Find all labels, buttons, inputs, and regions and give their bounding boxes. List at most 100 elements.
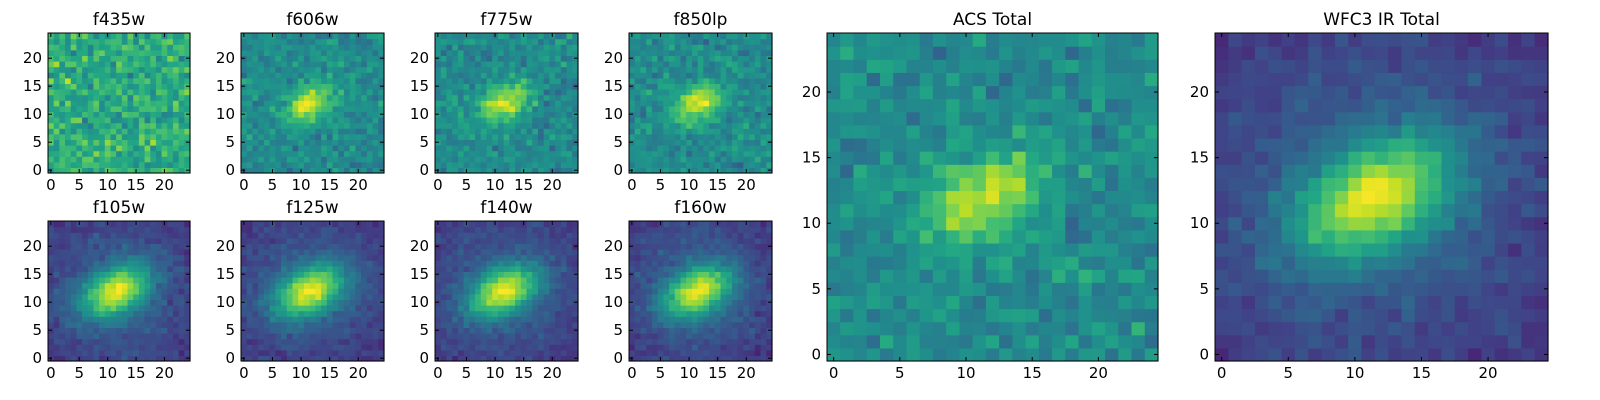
heatmap-cell <box>326 72 334 79</box>
y-tick-label: 15 <box>23 77 42 95</box>
heatmap-cell <box>480 66 488 73</box>
heatmap-cell <box>355 83 362 90</box>
heatmap-cell <box>258 338 265 345</box>
heatmap-cell <box>59 100 66 107</box>
heatmap-cell <box>76 72 83 79</box>
heatmap-cell <box>155 299 163 306</box>
heatmap-cell <box>532 232 539 239</box>
heatmap-cell <box>669 282 676 289</box>
heatmap-cell <box>258 327 265 334</box>
x-tick-label: 10 <box>98 364 117 382</box>
heatmap-cell <box>537 355 545 362</box>
heatmap-cell <box>70 94 77 101</box>
heatmap-cell <box>366 288 374 295</box>
heatmap-cell <box>155 156 163 163</box>
heatmap-cell <box>697 288 704 295</box>
heatmap-cell <box>629 100 636 107</box>
heatmap-cell <box>515 305 522 312</box>
heatmap-cell <box>298 254 305 261</box>
heatmap-cell <box>53 260 60 267</box>
heatmap-cell <box>372 293 379 300</box>
heatmap-cell <box>543 344 550 351</box>
heatmap-cell <box>714 89 722 96</box>
heatmap-cell <box>167 156 174 163</box>
heatmap-cell <box>361 260 368 267</box>
panel-title: f435w <box>93 10 145 30</box>
heatmap-cell <box>463 156 470 163</box>
heatmap-cell <box>349 333 356 340</box>
heatmap-cell <box>697 128 704 135</box>
heatmap-cell <box>93 111 100 118</box>
heatmap-cell <box>691 282 699 289</box>
heatmap-cell <box>127 139 134 146</box>
heatmap-cell <box>93 72 100 79</box>
heatmap-cell <box>104 61 112 68</box>
heatmap-cell <box>309 243 316 250</box>
heatmap-cell <box>492 344 499 351</box>
heatmap-cell <box>167 260 174 267</box>
heatmap-cell <box>691 293 699 300</box>
heatmap-cell <box>326 66 334 73</box>
heatmap-cell <box>116 344 123 351</box>
heatmap-cell <box>121 226 129 233</box>
heatmap-cell <box>116 260 123 267</box>
heatmap-cell <box>526 139 533 146</box>
heatmap-cell <box>749 133 756 140</box>
heatmap-cell <box>492 338 499 345</box>
heatmap-cell <box>731 156 739 163</box>
heatmap-cell <box>566 72 573 79</box>
heatmap-cell <box>150 128 157 135</box>
heatmap-cell <box>492 117 499 124</box>
heatmap-cell <box>691 105 699 112</box>
heatmap-cell <box>709 128 716 135</box>
heatmap-cell <box>731 89 739 96</box>
heatmap-cell <box>172 100 180 107</box>
heatmap-cell <box>480 249 488 256</box>
heatmap-cell <box>663 61 670 68</box>
heatmap-cell <box>691 338 699 345</box>
heatmap-cell <box>303 249 311 256</box>
heatmap-cell <box>178 288 185 295</box>
heatmap-cell <box>372 271 379 278</box>
heatmap-cell <box>99 61 106 68</box>
heatmap-cell <box>116 94 123 101</box>
heatmap-cell <box>560 237 568 244</box>
heatmap-cell <box>150 232 157 239</box>
heatmap-cell <box>178 44 185 51</box>
heatmap-cell <box>515 61 522 68</box>
heatmap-cell <box>686 310 693 317</box>
heatmap-cell <box>70 288 77 295</box>
heatmap-cell <box>372 145 379 152</box>
heatmap-cell <box>475 277 482 284</box>
heatmap-cell <box>663 299 670 306</box>
heatmap-cell <box>669 105 676 112</box>
heatmap-cell <box>87 338 95 345</box>
heatmap-cell <box>127 156 134 163</box>
heatmap-cell <box>292 33 299 40</box>
heatmap-cell <box>332 271 339 278</box>
heatmap-cell <box>515 111 522 118</box>
heatmap-cell <box>127 38 134 45</box>
heatmap-cell <box>378 338 385 345</box>
heatmap-cell <box>82 232 89 239</box>
heatmap-cell <box>150 327 157 334</box>
heatmap-cell <box>246 293 254 300</box>
heatmap-cell <box>355 150 362 157</box>
heatmap-cell <box>457 271 465 278</box>
heatmap-cell <box>760 150 767 157</box>
heatmap-cell <box>572 89 579 96</box>
heatmap-cell <box>87 310 95 317</box>
heatmap-cell <box>714 299 722 306</box>
heatmap-cell <box>292 150 299 157</box>
heatmap-cell <box>497 105 505 112</box>
heatmap-cell <box>93 44 100 51</box>
heatmap-cell <box>286 161 294 168</box>
heatmap-cell <box>82 111 89 118</box>
heatmap-cell <box>526 277 533 284</box>
heatmap-cell <box>566 145 573 152</box>
heatmap-cell <box>133 61 140 68</box>
heatmap-cell <box>104 349 112 356</box>
heatmap-cell <box>121 55 129 62</box>
heatmap-cell <box>503 100 510 107</box>
heatmap-cell <box>87 49 95 56</box>
